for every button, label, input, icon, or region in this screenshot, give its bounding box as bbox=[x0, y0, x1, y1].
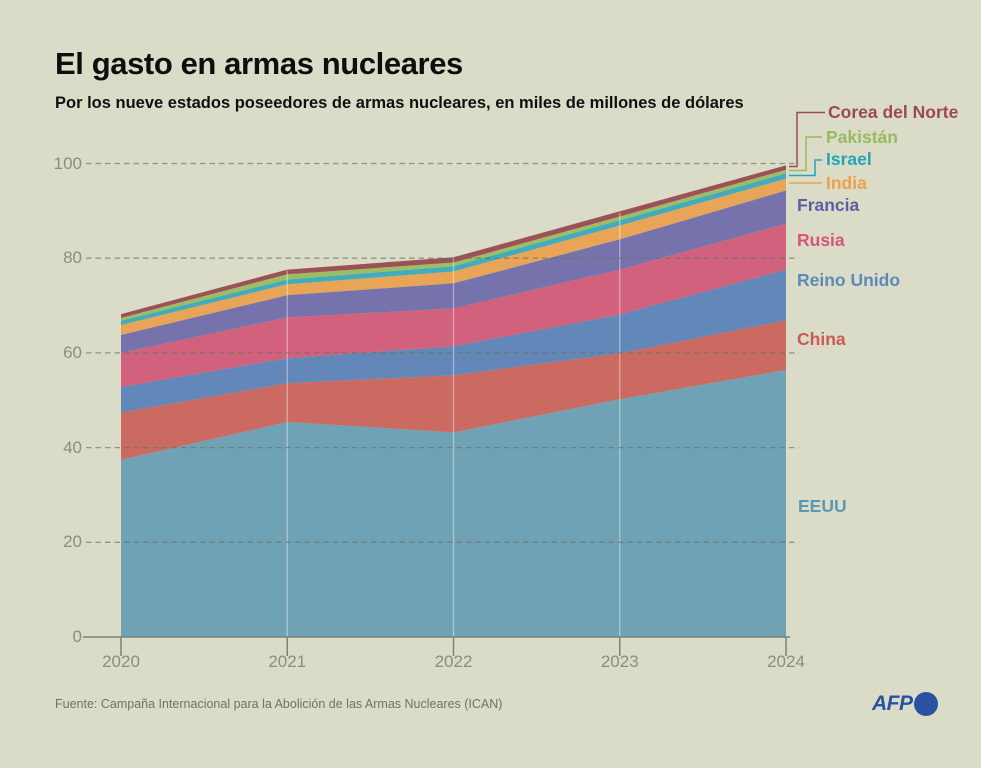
y-axis-label-60: 60 bbox=[63, 342, 82, 362]
x-axis-label-2021: 2021 bbox=[268, 652, 307, 671]
area-eeuu bbox=[121, 369, 786, 637]
afp-logo-text: AFP bbox=[872, 692, 913, 715]
y-axis-label-40: 40 bbox=[63, 437, 82, 457]
x-axis-label-2020: 2020 bbox=[102, 652, 140, 671]
legend-label-israel: Israel bbox=[826, 149, 872, 169]
y-axis-label-20: 20 bbox=[63, 532, 82, 552]
y-axis-label-80: 80 bbox=[63, 248, 82, 268]
legend-connector-pakist-n bbox=[789, 136, 822, 172]
source-note: Fuente: Campaña Internacional para la Ab… bbox=[55, 697, 503, 711]
page-title: El gasto en armas nucleares bbox=[55, 46, 463, 81]
legend-label-india: India bbox=[826, 173, 867, 193]
legend-label-rusia: Rusia bbox=[797, 230, 845, 250]
area-francia bbox=[121, 190, 786, 353]
legend-connector-israel bbox=[789, 159, 822, 177]
area-china bbox=[121, 320, 786, 460]
area-reino-unido bbox=[121, 269, 786, 413]
afp-logo-dot-icon bbox=[913, 692, 938, 716]
legend-label-corea-del-norte: Corea del Norte bbox=[828, 102, 959, 122]
y-axis-label-100: 100 bbox=[53, 153, 82, 173]
y-axis-label-0: 0 bbox=[72, 627, 82, 646]
legend-label-francia: Francia bbox=[797, 195, 860, 215]
legend-label-eeuu: EEUU bbox=[798, 496, 847, 516]
legend-label-pakist-n: Pakistán bbox=[826, 127, 898, 147]
page-subtitle: Por los nueve estados poseedores de arma… bbox=[55, 94, 744, 112]
x-axis-label-2024: 2024 bbox=[767, 652, 805, 671]
legend-label-china: China bbox=[797, 329, 846, 349]
x-axis-label-2023: 2023 bbox=[600, 652, 639, 671]
x-axis-label-2022: 2022 bbox=[434, 652, 473, 671]
legend-label-reino-unido: Reino Unido bbox=[797, 270, 901, 290]
legend-connector-corea-del-norte bbox=[789, 111, 825, 168]
afp-logo: AFP bbox=[872, 692, 938, 716]
area-rusia bbox=[121, 223, 786, 387]
